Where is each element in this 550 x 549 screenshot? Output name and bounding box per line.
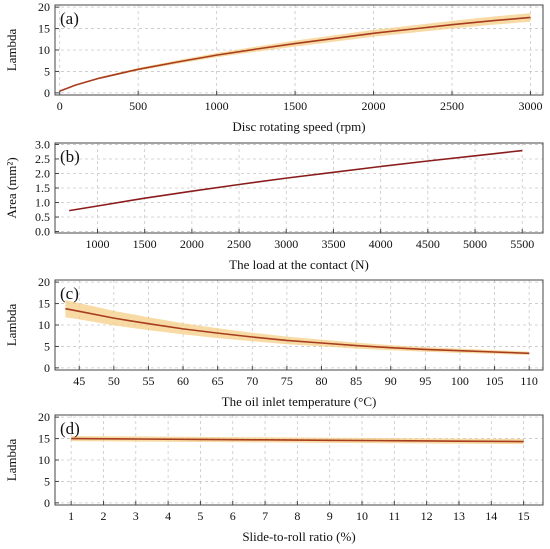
series-line-d	[71, 437, 524, 443]
panel-label-d: (d)	[60, 419, 80, 438]
x-axis-title-b: The load at the contact (N)	[229, 257, 369, 272]
y-tick-label-b-2-5: 2.5	[35, 152, 50, 166]
x-tick-label-d-8: 8	[294, 509, 300, 523]
x-tick-label-c-75: 75	[281, 374, 293, 388]
y-tick-label-a-20: 20	[38, 0, 50, 14]
x-tick-label-d-11: 11	[389, 509, 401, 523]
y-tick-label-b-2-0: 2.0	[35, 166, 50, 180]
x-axis-title-a: Disc rotating speed (rpm)	[232, 119, 365, 134]
panel-c: 45 50 55 60 65 70 75 80 85 90 95 100 105 110 0 5 10 15 20 (…	[4, 275, 544, 409]
panel-d: 1 2 3 4 5 6 7 8 9 10 11 12 13 14 1505101520(d)Slide-to…	[4, 410, 544, 544]
y-tick-label-b-1-5: 1.5	[35, 181, 50, 195]
series-line-a	[59, 16, 531, 92]
x-tick-label-c-80: 80	[315, 374, 327, 388]
panel-label-c: (c)	[60, 284, 79, 303]
x-tick-label-d-5: 5	[197, 509, 203, 523]
x-tick-label-c-90: 90	[385, 374, 397, 388]
x-tick-label-b-2000: 2000	[180, 237, 204, 251]
x-tick-label-b-5000: 5000	[463, 237, 487, 251]
y-tick-label-c-20: 20	[38, 275, 50, 289]
y-tick-label-b-0-5: 0.5	[35, 210, 50, 224]
y-tick-label-a-0: 0	[44, 86, 50, 100]
y-tick-label-d-20: 20	[38, 410, 50, 424]
y-tick-label-d-0: 0	[44, 496, 50, 510]
x-tick-label-d-9: 9	[327, 509, 333, 523]
y-tick-label-b-0-0: 0.0	[35, 225, 50, 239]
y-axis-title-c: Lambda	[4, 303, 19, 346]
x-tick-label-c-60: 60	[177, 374, 189, 388]
x-tick-label-c-50: 50	[108, 374, 120, 388]
x-tick-label-a-0: 0	[57, 99, 63, 113]
x-tick-label-a-2000: 2000	[362, 99, 386, 113]
x-tick-label-c-65: 65	[212, 374, 224, 388]
y-tick-label-d-15: 15	[38, 432, 50, 446]
x-tick-label-a-1500: 1500	[283, 99, 307, 113]
series-line-b	[69, 149, 523, 212]
x-tick-label-a-2500: 2500	[440, 99, 464, 113]
x-tick-label-b-3000: 3000	[274, 237, 298, 251]
x-tick-label-d-2: 2	[100, 509, 106, 523]
y-tick-label-b-3-0: 3.0	[35, 137, 50, 151]
x-tick-label-c-105: 105	[486, 374, 504, 388]
x-tick-label-c-110: 110	[520, 374, 538, 388]
x-tick-label-c-45: 45	[73, 374, 85, 388]
x-tick-label-b-4000: 4000	[369, 237, 393, 251]
x-tick-label-b-3500: 3500	[321, 237, 345, 251]
y-axis-title-a: Lambda	[4, 28, 19, 71]
x-tick-label-b-4500: 4500	[416, 237, 440, 251]
x-tick-label-b-1500: 1500	[133, 237, 157, 251]
x-tick-label-d-10: 10	[356, 509, 368, 523]
y-tick-label-a-15: 15	[38, 22, 50, 36]
panel-a: 0 500 1000 1500 2000 2500 3000 0 5 10 15 20 (a) Disc …	[4, 0, 544, 134]
confidence-band-c	[65, 300, 530, 355]
x-tick-label-c-100: 100	[451, 374, 469, 388]
x-tick-label-a-3000: 3000	[518, 99, 542, 113]
y-tick-label-b-1-0: 1.0	[35, 196, 50, 210]
x-tick-label-d-4: 4	[165, 509, 171, 523]
x-tick-label-b-1000: 1000	[85, 237, 109, 251]
y-tick-label-d-10: 10	[38, 453, 50, 467]
y-tick-label-a-10: 10	[38, 43, 50, 57]
x-tick-label-d-1: 1	[68, 509, 74, 523]
x-tick-label-c-55: 55	[142, 374, 154, 388]
y-axis-title-b: Area (mm²)	[4, 157, 19, 218]
y-tick-label-d-5: 5	[44, 474, 50, 488]
panel-label-a: (a)	[60, 9, 79, 28]
y-tick-label-c-15: 15	[38, 297, 50, 311]
series-line-c	[65, 307, 530, 355]
x-tick-label-a-500: 500	[129, 99, 147, 113]
x-tick-label-a-1000: 1000	[205, 99, 229, 113]
panel-b: 1000 1500 2000 2500 3000 3500 4000 4500 5000 5500…	[4, 137, 544, 272]
plot-area-d	[55, 415, 543, 505]
x-tick-label-d-3: 3	[133, 509, 139, 523]
x-tick-label-d-13: 13	[453, 509, 465, 523]
x-axis-title-c: The oil inlet temperature (°C)	[222, 394, 377, 409]
x-tick-label-d-15: 15	[518, 509, 530, 523]
x-tick-label-d-14: 14	[485, 509, 497, 523]
y-axis-title-d: Lambda	[4, 438, 19, 481]
x-tick-label-c-70: 70	[246, 374, 258, 388]
panel-label-b: (b)	[60, 147, 80, 166]
x-axis-title-d: Slide-to-roll ratio (%)	[242, 529, 355, 544]
x-tick-label-d-12: 12	[421, 509, 433, 523]
y-tick-label-c-5: 5	[44, 339, 50, 353]
y-tick-label-c-10: 10	[38, 318, 50, 332]
x-tick-label-d-6: 6	[230, 509, 236, 523]
x-tick-label-b-5500: 5500	[510, 237, 534, 251]
y-tick-label-c-0: 0	[44, 361, 50, 375]
x-tick-label-d-7: 7	[262, 509, 268, 523]
y-tick-label-a-5: 5	[44, 64, 50, 78]
x-tick-label-c-95: 95	[419, 374, 431, 388]
x-tick-label-b-2500: 2500	[227, 237, 251, 251]
x-tick-label-c-85: 85	[350, 374, 362, 388]
